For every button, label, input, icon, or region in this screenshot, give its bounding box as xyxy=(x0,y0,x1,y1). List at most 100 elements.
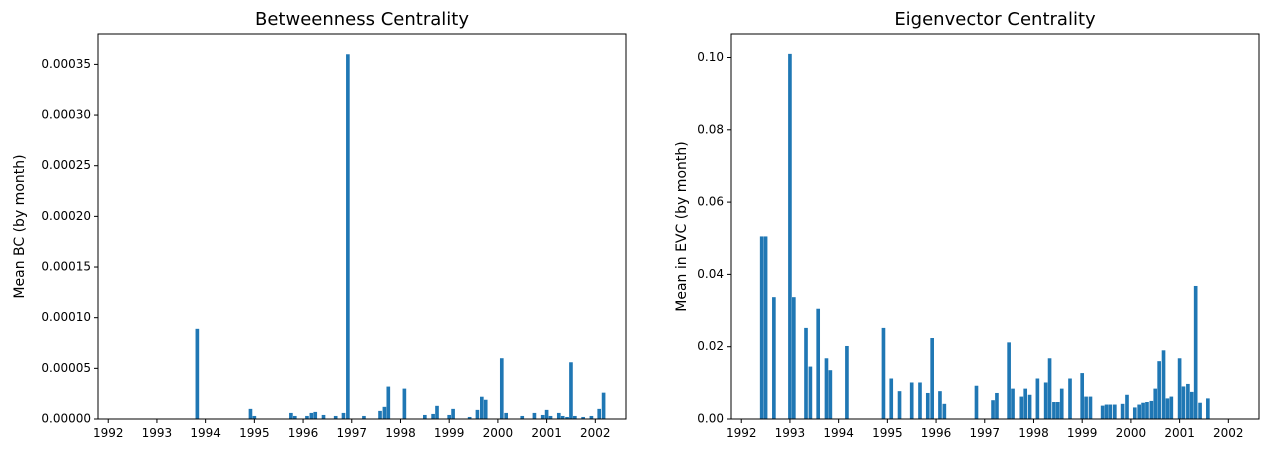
bar xyxy=(759,236,764,419)
bar xyxy=(1043,382,1048,419)
y-tick-label: 0.04 xyxy=(697,267,724,281)
chart-title: Eigenvector Centrality xyxy=(894,9,1096,30)
bar xyxy=(1169,396,1174,419)
bar xyxy=(305,415,309,419)
x-tick-label: 2002 xyxy=(1213,426,1244,440)
bar xyxy=(918,382,922,419)
bar xyxy=(1059,388,1064,419)
bar xyxy=(435,405,439,419)
bar xyxy=(467,416,472,419)
bar xyxy=(1132,407,1137,419)
bar xyxy=(378,410,382,419)
x-tick-label: 1992 xyxy=(726,426,757,440)
bar xyxy=(573,415,577,419)
bar xyxy=(499,358,504,419)
x-tick-label: 1997 xyxy=(969,426,1000,440)
bar xyxy=(346,54,350,419)
x-tick-label: 1998 xyxy=(385,426,416,440)
bar xyxy=(556,412,561,419)
x-tick-label: 1995 xyxy=(872,426,903,440)
plot-frame xyxy=(730,33,1260,420)
bar xyxy=(1052,402,1056,419)
bar xyxy=(816,308,821,419)
bar xyxy=(423,414,427,419)
bar xyxy=(289,412,293,419)
panel-betweenness-centrality: Betweenness Centrality Mean BC (by month)… xyxy=(12,9,627,440)
bar xyxy=(313,411,318,419)
bar xyxy=(333,415,338,419)
x-tick-label: 2000 xyxy=(483,426,514,440)
bar xyxy=(1011,388,1015,419)
x-tick-label: 1998 xyxy=(1018,426,1049,440)
bar xyxy=(804,327,808,419)
bar xyxy=(1206,398,1210,419)
bar xyxy=(1084,396,1088,419)
bar xyxy=(544,409,549,419)
bar xyxy=(475,409,480,419)
x-tick-label: 1996 xyxy=(921,426,952,440)
bar xyxy=(1104,404,1109,419)
bar xyxy=(447,414,452,419)
bar xyxy=(1157,361,1161,419)
bar xyxy=(589,415,594,419)
bar xyxy=(1181,386,1186,419)
bar xyxy=(341,412,346,419)
bar xyxy=(909,382,914,419)
bar xyxy=(824,358,829,419)
panel-eigenvector-centrality: Eigenvector Centrality Mean in EVC (by mo… xyxy=(674,9,1260,440)
bar xyxy=(431,413,435,419)
y-tick-label: 0.06 xyxy=(697,195,724,209)
y-tick-label: 0.00015 xyxy=(41,260,91,274)
y-tick-label: 0.10 xyxy=(697,50,724,64)
x-tick-label: 1996 xyxy=(288,426,319,440)
bar xyxy=(1023,388,1028,419)
bar xyxy=(597,408,602,419)
bar xyxy=(1141,402,1145,419)
bar xyxy=(248,408,253,419)
bar xyxy=(480,396,484,419)
bar xyxy=(1088,396,1093,419)
bar xyxy=(897,391,902,419)
bar xyxy=(565,416,569,419)
bar xyxy=(321,414,326,419)
bar xyxy=(1113,404,1117,419)
bar xyxy=(1120,403,1125,419)
y-tick-label: 0.00030 xyxy=(41,108,91,122)
x-tick-label: 1994 xyxy=(823,426,854,440)
bar xyxy=(1198,402,1202,419)
bar xyxy=(1125,394,1129,419)
bar xyxy=(560,415,565,419)
x-tick-label: 2000 xyxy=(1116,426,1147,440)
bar xyxy=(845,345,849,419)
x-tick-label: 1993 xyxy=(775,426,806,440)
y-tick-label: 0.00020 xyxy=(41,209,91,223)
bar xyxy=(483,399,488,419)
bar xyxy=(581,416,585,419)
y-tick-label: 0.00 xyxy=(697,412,724,426)
bar xyxy=(504,412,508,419)
x-tick-label: 1997 xyxy=(336,426,367,440)
bar xyxy=(1177,358,1182,419)
bar xyxy=(772,297,776,419)
bar xyxy=(1035,378,1040,419)
bar xyxy=(362,415,366,419)
bar xyxy=(792,297,796,419)
y-tick-label: 0.00000 xyxy=(41,412,91,426)
bar xyxy=(1019,396,1024,419)
bar xyxy=(1193,285,1198,419)
y-tick-label: 0.08 xyxy=(697,122,724,136)
bar xyxy=(938,391,942,419)
bar xyxy=(382,406,387,419)
bar xyxy=(292,415,297,419)
bar xyxy=(1137,404,1141,419)
x-tick-label: 1992 xyxy=(93,426,124,440)
x-tick-label: 1999 xyxy=(1067,426,1098,440)
bar xyxy=(925,392,930,419)
bar xyxy=(402,388,407,419)
y-tick-label: 0.02 xyxy=(697,339,724,353)
bar xyxy=(195,328,200,419)
bar xyxy=(788,53,792,419)
bar xyxy=(942,403,947,419)
